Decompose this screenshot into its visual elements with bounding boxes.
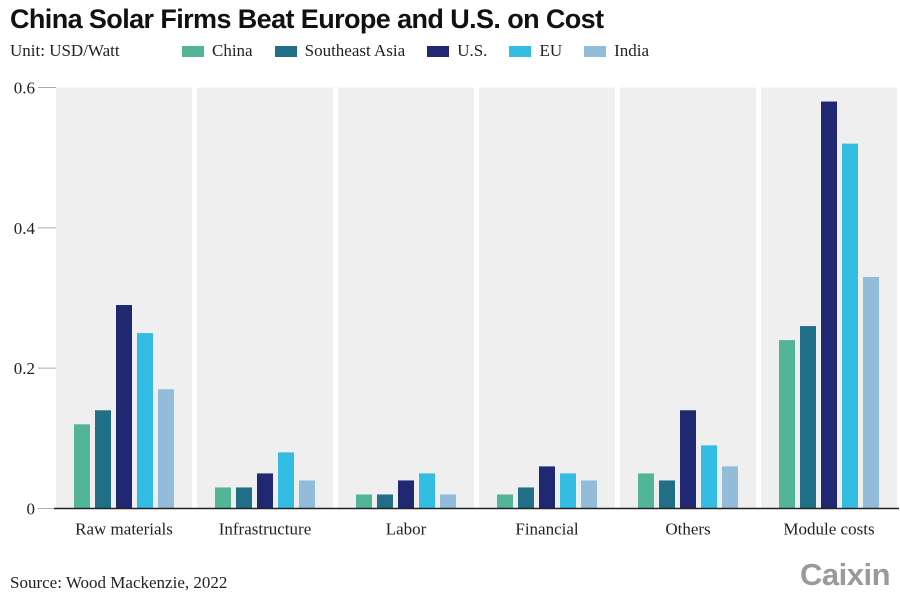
unit-label: Unit: USD/Watt: [10, 41, 120, 60]
x-tick-label-labor: Labor: [386, 520, 427, 539]
bar-others-india: [722, 466, 738, 509]
y-tick-label-0: 0: [27, 500, 36, 519]
chart-title: China Solar Firms Beat Europe and U.S. o…: [10, 4, 604, 34]
x-tick-label-module-costs: Module costs: [783, 520, 874, 539]
category-panels: [56, 87, 897, 509]
bar-financial-india: [581, 480, 597, 509]
legend-swatch-india: [584, 45, 607, 57]
bar-others-u-s: [680, 410, 696, 509]
x-tick-label-others: Others: [665, 520, 710, 539]
y-tick-label-2: 0.4: [14, 219, 36, 238]
bar-labor-eu: [419, 473, 435, 509]
bar-labor-india: [440, 494, 456, 509]
bar-infrastructure-india: [299, 480, 315, 509]
bar-module-costs-china: [779, 340, 795, 509]
legend-label-eu: EU: [539, 41, 563, 60]
y-tick-label-1: 0.2: [14, 359, 35, 378]
legend-label-us: U.S.: [457, 41, 488, 60]
x-axis-labels: Raw materials Infrastructure Labor Financia…: [75, 520, 874, 539]
bar-others-southeast-asia: [659, 480, 675, 509]
bar-raw-materials-eu: [137, 333, 153, 509]
x-tick-label-infrastructure: Infrastructure: [219, 520, 312, 539]
legend: China Southeast Asia U.S. EU India: [182, 41, 671, 61]
bar-raw-materials-u-s: [116, 305, 132, 509]
panel-labor: [338, 87, 474, 509]
legend-swatch-eu: [509, 45, 532, 57]
legend-swatch-southeast-asia: [274, 45, 297, 57]
bar-module-costs-eu: [842, 143, 858, 509]
panel-infrastructure: [197, 87, 333, 509]
bar-financial-u-s: [539, 466, 555, 509]
legend-swatch-china: [182, 45, 204, 57]
bar-financial-china: [497, 494, 513, 509]
bar-raw-materials-southeast-asia: [95, 410, 111, 509]
bar-others-china: [638, 473, 654, 509]
caixin-logo: Caixin: [799, 557, 891, 592]
bar-module-costs-india: [863, 276, 879, 509]
bar-infrastructure-eu: [278, 452, 294, 509]
y-axis: 0 0.2 0.4 0.6: [14, 79, 56, 519]
x-tick-label-financial: Financial: [515, 520, 579, 539]
x-tick-label-raw-materials: Raw materials: [75, 520, 173, 539]
bar-module-costs-southeast-asia: [800, 326, 816, 509]
legend-item-china: China: [182, 41, 253, 61]
legend-item-southeast-asia: Southeast Asia: [274, 41, 406, 61]
bar-financial-southeast-asia: [518, 487, 534, 509]
bar-labor-u-s: [398, 480, 414, 509]
bar-raw-materials-china: [74, 424, 90, 509]
bar-infrastructure-southeast-asia: [236, 487, 252, 509]
legend-label-china: China: [212, 41, 253, 60]
bars: [74, 101, 879, 509]
bar-financial-eu: [560, 473, 576, 509]
bar-infrastructure-u-s: [257, 473, 273, 509]
bar-module-costs-u-s: [821, 101, 837, 509]
legend-label-india: India: [614, 41, 650, 60]
bar-labor-china: [356, 494, 372, 509]
legend-item-us: U.S.: [427, 41, 487, 61]
bar-raw-materials-india: [158, 389, 174, 509]
panel-financial: [479, 87, 615, 509]
legend-item-india: India: [584, 41, 649, 61]
legend-swatch-us: [427, 45, 450, 57]
bar-infrastructure-china: [215, 487, 231, 509]
bar-labor-southeast-asia: [377, 494, 393, 509]
legend-label-southeast-asia: Southeast Asia: [304, 41, 406, 60]
legend-item-eu: EU: [509, 41, 562, 61]
source-note: Source: Wood Mackenzie, 2022: [10, 573, 228, 592]
y-tick-label-3: 0.6: [14, 79, 35, 98]
bar-others-eu: [701, 445, 717, 509]
